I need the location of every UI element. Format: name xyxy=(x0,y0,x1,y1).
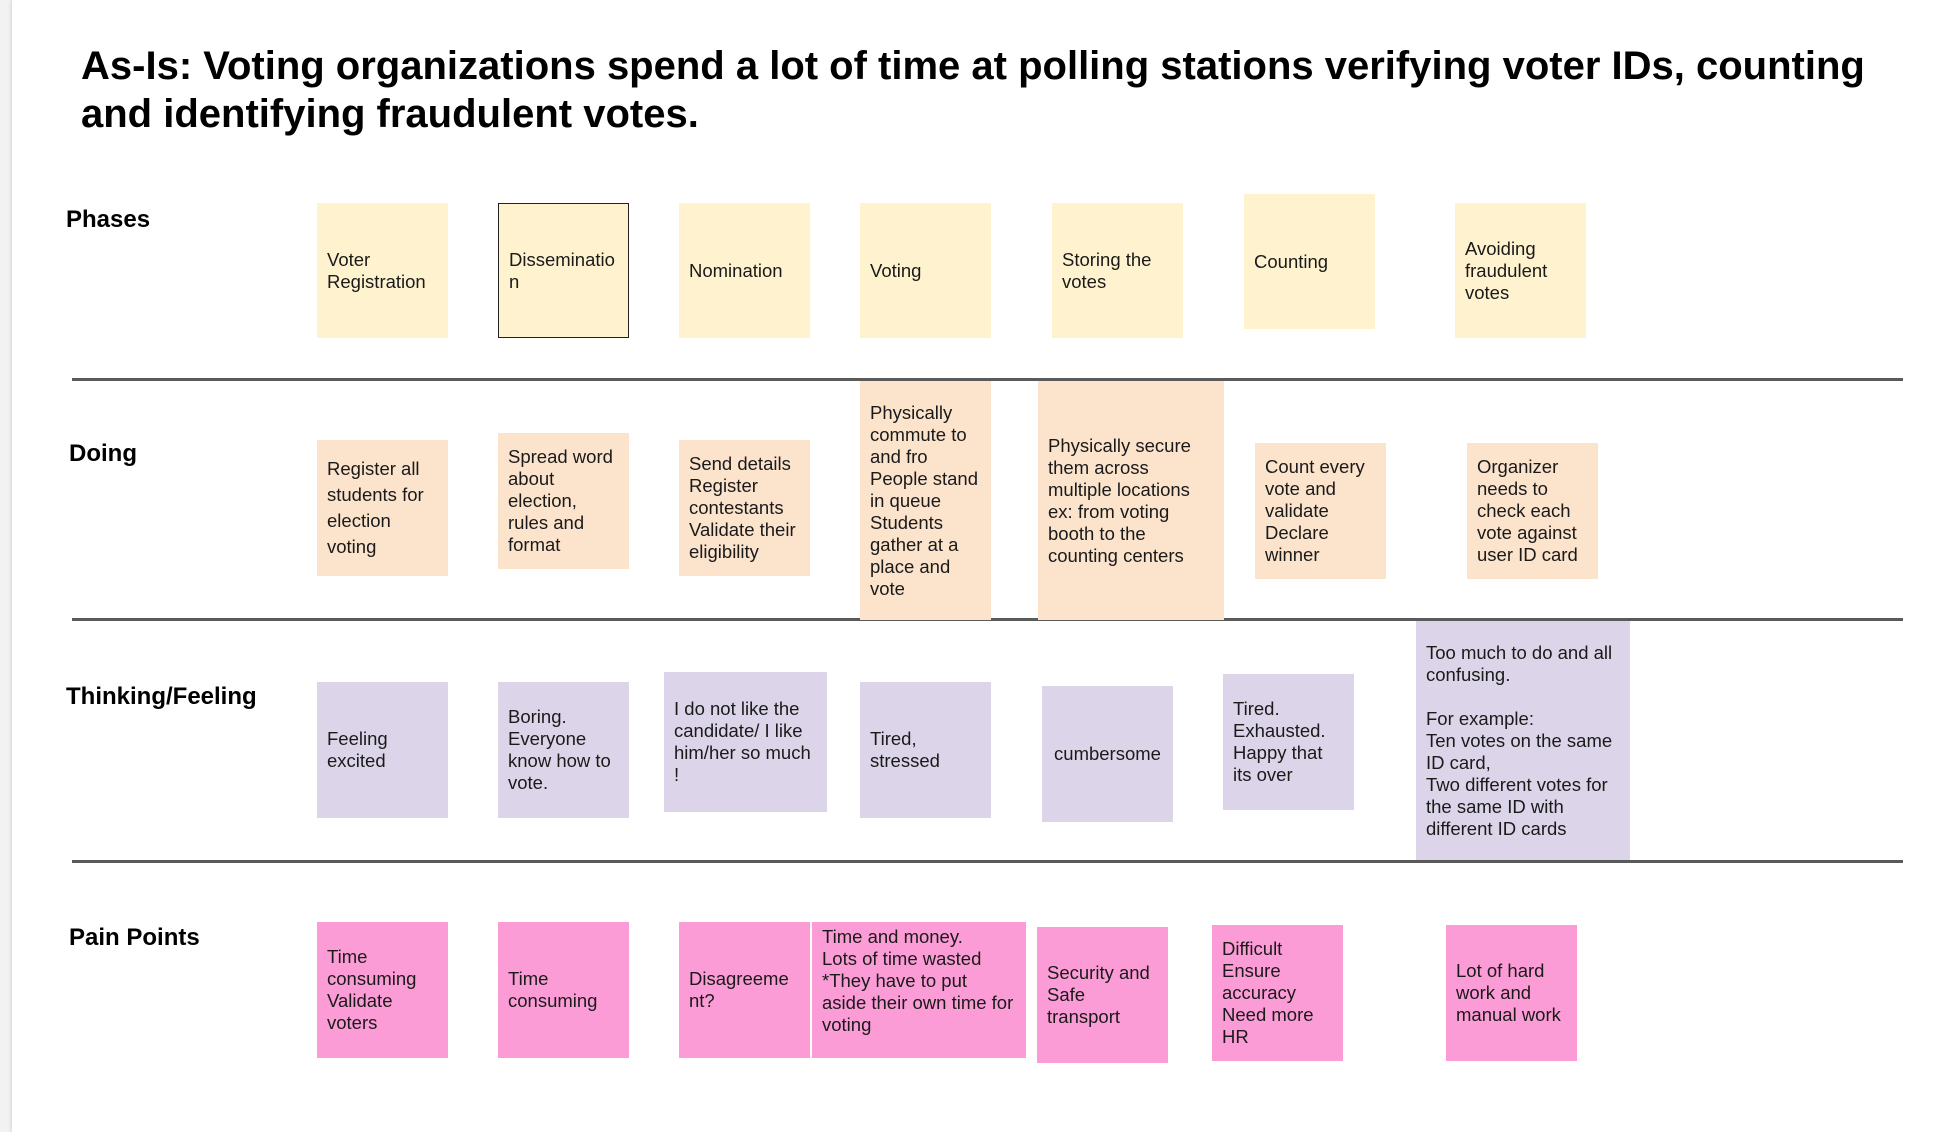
sticky-pain-avoiding-fraudulent-votes[interactable]: Lot of hard work and manual work xyxy=(1446,925,1577,1061)
row-label-thinking-feeling: Thinking/Feeling xyxy=(66,683,257,710)
sticky-text: Voting xyxy=(870,259,922,281)
row-label-pain-points: Pain Points xyxy=(69,924,200,951)
sticky-doing-voting[interactable]: Physically commute to and fro People sta… xyxy=(860,381,991,620)
sticky-text: Physically commute to and fro People sta… xyxy=(870,401,979,599)
sticky-phase-dissemination[interactable]: Disseminatio n xyxy=(498,203,629,338)
sticky-pain-counting[interactable]: Difficult Ensure accuracy Need more HR xyxy=(1212,925,1343,1061)
sticky-doing-voter-registration[interactable]: Register all students for election votin… xyxy=(317,440,448,576)
sticky-text: Storing the votes xyxy=(1062,248,1152,292)
sticky-doing-counting[interactable]: Count every vote and validate Declare wi… xyxy=(1255,443,1386,579)
sticky-thinking-counting[interactable]: Tired. Exhausted. Happy that its over xyxy=(1223,674,1354,810)
row-divider xyxy=(72,860,1903,863)
sticky-pain-storing-votes[interactable]: Security and Safe transport xyxy=(1037,927,1168,1063)
sticky-phase-nomination[interactable]: Nomination xyxy=(679,203,810,338)
sticky-text: Tired, stressed xyxy=(870,728,940,771)
sticky-pain-voting[interactable]: Time and money. Lots of time wasted *The… xyxy=(812,922,1026,1058)
sticky-text: cumbersome xyxy=(1054,743,1161,764)
page-title: As-Is: Voting organizations spend a lot … xyxy=(81,44,1865,136)
sticky-text: Nomination xyxy=(689,259,783,281)
sticky-text: Spread word about election, rules and fo… xyxy=(508,446,613,555)
sticky-doing-nomination[interactable]: Send details Register contestants Valida… xyxy=(679,440,810,576)
sticky-text: Feeling excited xyxy=(327,728,388,771)
row-label-phases: Phases xyxy=(66,206,151,233)
sticky-phase-counting[interactable]: Counting xyxy=(1244,194,1375,329)
sticky-phase-voter-registration[interactable]: Voter Registration xyxy=(317,203,448,338)
sticky-thinking-storing-votes[interactable]: cumbersome xyxy=(1042,686,1173,822)
sticky-text: I do not like the candidate/ I like him/… xyxy=(674,698,811,785)
sticky-text: Time and money. Lots of time wasted *The… xyxy=(822,926,1014,1035)
sticky-text: Boring. Everyone know how to vote. xyxy=(508,706,611,793)
row-divider xyxy=(72,378,1903,381)
sticky-thinking-voting[interactable]: Tired, stressed xyxy=(860,682,991,818)
sticky-text: Count every vote and validate Declare wi… xyxy=(1265,456,1365,565)
journey-map-canvas: As-Is: Voting organizations spend a lot … xyxy=(12,0,1950,1132)
sticky-phase-voting[interactable]: Voting xyxy=(860,203,991,338)
sticky-text: Voter Registration xyxy=(327,248,426,292)
sticky-text: Physically secure them across multiple l… xyxy=(1048,434,1191,566)
sticky-text: Avoiding fraudulent votes xyxy=(1465,237,1548,303)
sticky-text: Difficult Ensure accuracy Need more HR xyxy=(1222,938,1314,1047)
sticky-text: Tired. Exhausted. Happy that its over xyxy=(1233,698,1326,785)
sticky-text: Security and Safe transport xyxy=(1047,962,1150,1027)
sticky-doing-dissemination[interactable]: Spread word about election, rules and fo… xyxy=(498,433,629,569)
sticky-text: Disagreeme nt? xyxy=(689,968,789,1011)
sticky-text: Counting xyxy=(1254,250,1329,272)
sticky-thinking-dissemination[interactable]: Boring. Everyone know how to vote. xyxy=(498,682,629,818)
sticky-text: Send details Register contestants Valida… xyxy=(689,453,796,562)
sticky-thinking-avoiding-fraudulent-votes[interactable]: Too much to do and all confusing. For ex… xyxy=(1416,621,1630,860)
sticky-doing-storing-votes[interactable]: Physically secure them across multiple l… xyxy=(1038,381,1224,620)
sticky-pain-nomination[interactable]: Disagreeme nt? xyxy=(679,922,810,1058)
sticky-text: Register all students for election votin… xyxy=(327,458,424,557)
sticky-text: Time consuming Validate voters xyxy=(327,946,417,1033)
sticky-text: Organizer needs to check each vote again… xyxy=(1477,456,1578,565)
sticky-phase-storing-votes[interactable]: Storing the votes xyxy=(1052,203,1183,338)
sticky-doing-avoiding-fraudulent-votes[interactable]: Organizer needs to check each vote again… xyxy=(1467,443,1598,579)
row-label-doing: Doing xyxy=(69,440,137,467)
sticky-text: Time consuming xyxy=(508,968,598,1011)
sticky-text: Disseminatio n xyxy=(509,248,615,292)
sticky-pain-dissemination[interactable]: Time consuming xyxy=(498,922,629,1058)
sticky-thinking-nomination[interactable]: I do not like the candidate/ I like him/… xyxy=(664,672,827,812)
sticky-pain-voter-registration[interactable]: Time consuming Validate voters xyxy=(317,922,448,1058)
sticky-phase-avoiding-fraudulent-votes[interactable]: Avoiding fraudulent votes xyxy=(1455,203,1586,338)
sticky-thinking-voter-registration[interactable]: Feeling excited xyxy=(317,682,448,818)
sticky-text: Too much to do and all confusing. For ex… xyxy=(1426,641,1613,839)
sticky-text: Lot of hard work and manual work xyxy=(1456,960,1561,1025)
